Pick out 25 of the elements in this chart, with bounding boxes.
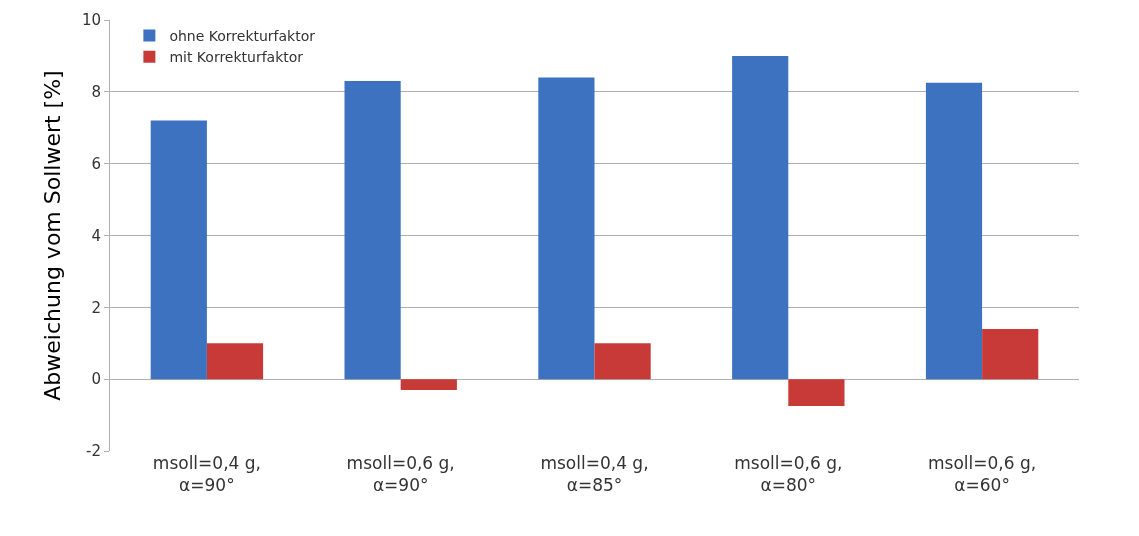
x-tick-label: msoll=0,6 g, α=90° <box>346 453 455 496</box>
legend-label: mit Korrekturfaktor <box>169 49 304 66</box>
x-tick-label: msoll=0,6 g, α=80° <box>734 453 843 496</box>
y-tick-label: 8 <box>91 83 101 102</box>
bar <box>150 120 207 380</box>
legend-label: ohne Korrekturfaktor <box>169 28 316 45</box>
bar <box>594 343 651 380</box>
x-tick-label: msoll=0,6 g, α=60° <box>928 453 1037 496</box>
y-tick-label: 2 <box>91 298 101 317</box>
y-tick-label: 0 <box>91 370 101 389</box>
y-tick-label: -2 <box>86 442 101 461</box>
y-tick-label: 6 <box>91 154 101 173</box>
x-tick-label: msoll=0,4 g, α=85° <box>540 453 649 496</box>
bar <box>925 82 983 380</box>
bar <box>344 81 401 380</box>
bar <box>788 379 845 407</box>
y-axis-title: Abweichung vom Sollwert [%] <box>39 70 65 401</box>
y-tick-label: 10 <box>81 11 101 30</box>
y-tick-label: 4 <box>91 226 101 245</box>
bar <box>400 379 457 390</box>
bar <box>538 77 595 380</box>
x-tick-label: msoll=0,4 g, α=90° <box>152 453 261 496</box>
bar <box>982 328 1039 380</box>
bar <box>732 55 789 380</box>
bar <box>206 343 264 380</box>
